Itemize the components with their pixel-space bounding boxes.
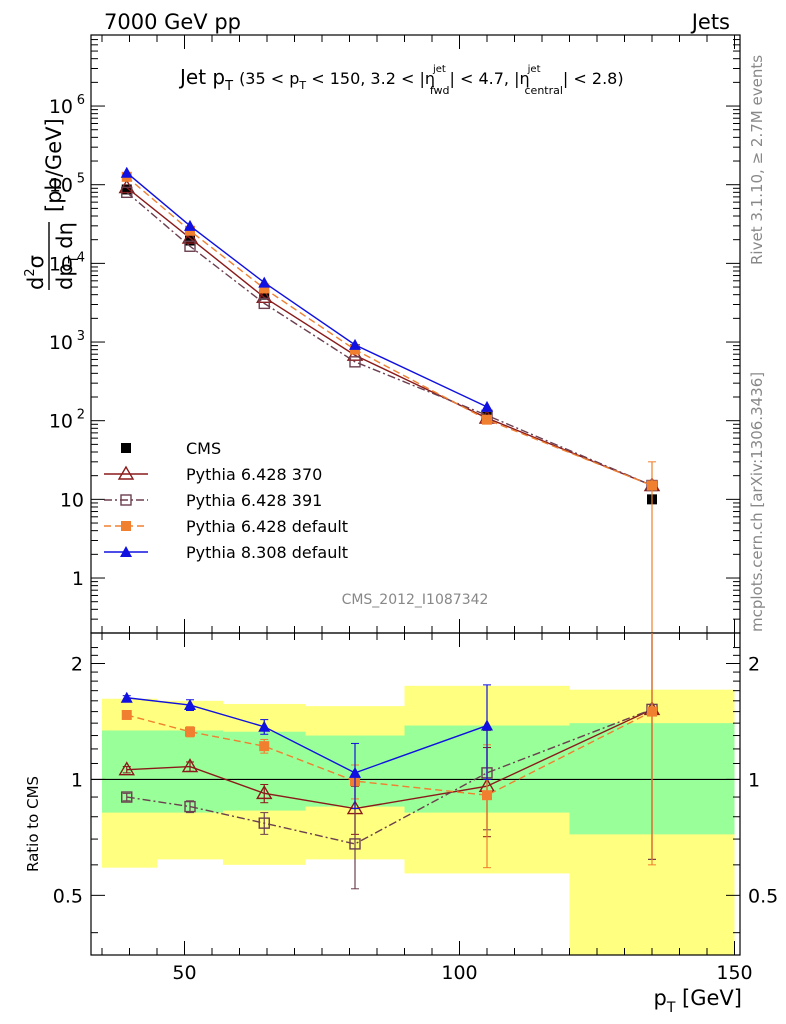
ratio-point: [482, 790, 492, 801]
legend-label: CMS: [186, 439, 221, 458]
ratio-y-tick-label: 0.5: [53, 885, 83, 907]
x-tick-label: 100: [441, 962, 477, 984]
legend-label: Pythia 6.428 default: [186, 517, 348, 536]
ratio-panel: 50 100 150 0.5 0.5 1 1 2 2: [53, 632, 778, 984]
data-point: [259, 283, 270, 294]
data-point: [185, 235, 195, 246]
ratio-point: [120, 691, 133, 703]
ratio-series-line: [126, 708, 653, 810]
ratio-point: [349, 838, 361, 850]
ratio-point: [184, 699, 196, 711]
ratio-y-axis-label: Ratio to CMS: [24, 776, 42, 872]
ratio-y-tick-label-right: 2: [748, 653, 760, 675]
ratio-y-tick-label: 1: [71, 769, 83, 791]
data-point: [349, 338, 361, 350]
data-point: [121, 186, 133, 199]
data-point: [184, 219, 196, 231]
side-mcplots-label: mcplots.cern.ch [arXiv:1306.3436]: [748, 372, 766, 632]
legend-label: Pythia 6.428 391: [186, 491, 322, 510]
ratio-point: [258, 720, 271, 732]
ratio-point: [118, 761, 135, 776]
legend-label: Pythia 8.308 default: [186, 543, 348, 562]
legend-marker: [121, 521, 131, 531]
data-point: [481, 400, 493, 412]
ratio-point: [259, 741, 270, 752]
series-line: [126, 172, 488, 408]
data-point: [258, 297, 270, 310]
series-line: [126, 191, 653, 487]
y-tick-exponent: 5: [77, 172, 85, 187]
legend-marker: [121, 443, 131, 453]
ratio-series-line: [126, 710, 653, 796]
x-tick-label: 150: [716, 962, 752, 984]
svg-text:d2σ: d2σ: [23, 255, 48, 290]
svg-text:dpT dη: dpT dη: [53, 222, 82, 290]
svg-text:[pb/GeV]: [pb/GeV]: [42, 118, 66, 212]
y-tick-label: 10: [49, 175, 73, 197]
ratio-frame: [90, 632, 741, 956]
y-tick-exponent: 3: [77, 329, 85, 344]
x-axis-label: pT [GeV]: [653, 986, 742, 1016]
data-point: [482, 414, 492, 425]
plot-title: Jet pT (35 < pT < 150, 3.2 < |ηjet fwd| < …: [178, 64, 624, 97]
y-tick-label: 10: [60, 489, 84, 511]
ratio-point: [481, 719, 493, 731]
ratio-series-line: [126, 708, 653, 845]
legend-label: Pythia 6.428 370: [186, 465, 322, 484]
ratio-point: [256, 784, 273, 800]
data-point: [258, 276, 271, 288]
y-tick-exponent: 2: [77, 408, 85, 423]
data-point: [349, 356, 361, 368]
ratio-y-tick-label-right: 1: [748, 769, 760, 791]
side-rivet-label: Rivet 3.1.10, ≥ 2.7M events: [748, 55, 766, 265]
data-point: [181, 229, 199, 244]
series-line: [126, 176, 653, 487]
y-tick-label: 10: [49, 332, 73, 354]
ratio-point: [121, 709, 132, 720]
ratio-point: [647, 706, 657, 717]
data-point: [184, 240, 196, 252]
analysis-id: CMS_2012_I1087342: [342, 592, 489, 608]
data-point: [256, 288, 273, 304]
ratio-point: [184, 800, 196, 813]
ratio-point: [121, 791, 133, 803]
ratio-y-tick-label: 2: [71, 653, 83, 675]
header-energy: 7000 GeV pp: [104, 10, 241, 34]
main-y-axis-label: d2σ dpT dη [pb/GeV]: [23, 118, 82, 290]
y-tick-exponent: 6: [77, 93, 85, 108]
ratio-y-tick-label-right: 0.5: [748, 885, 778, 907]
data-point: [120, 166, 133, 178]
ratio-point: [258, 817, 270, 829]
y-tick-label: 1: [72, 568, 84, 590]
header-jets: Jets: [690, 10, 730, 34]
x-tick-label: 50: [172, 962, 196, 984]
y-tick-label: 10: [49, 96, 73, 118]
y-tick-label: 10: [49, 253, 73, 275]
band-inner: [102, 730, 157, 813]
main-panel: 1 10 10 2 10 3 10 4 10 5 10 6 CMS Pythia 6.428 370 Pyt…: [49, 34, 741, 634]
data-point: [259, 289, 270, 300]
series-line: [126, 187, 653, 487]
ratio-point: [181, 758, 199, 773]
ratio-point: [349, 766, 361, 778]
legend-marker: [120, 546, 132, 557]
data-point: [121, 184, 132, 195]
y-tick-exponent: 4: [77, 250, 85, 265]
legend-marker: [117, 465, 135, 480]
legend-marker: [120, 494, 132, 506]
y-tick-label: 10: [49, 411, 73, 433]
ratio-point: [185, 726, 195, 737]
